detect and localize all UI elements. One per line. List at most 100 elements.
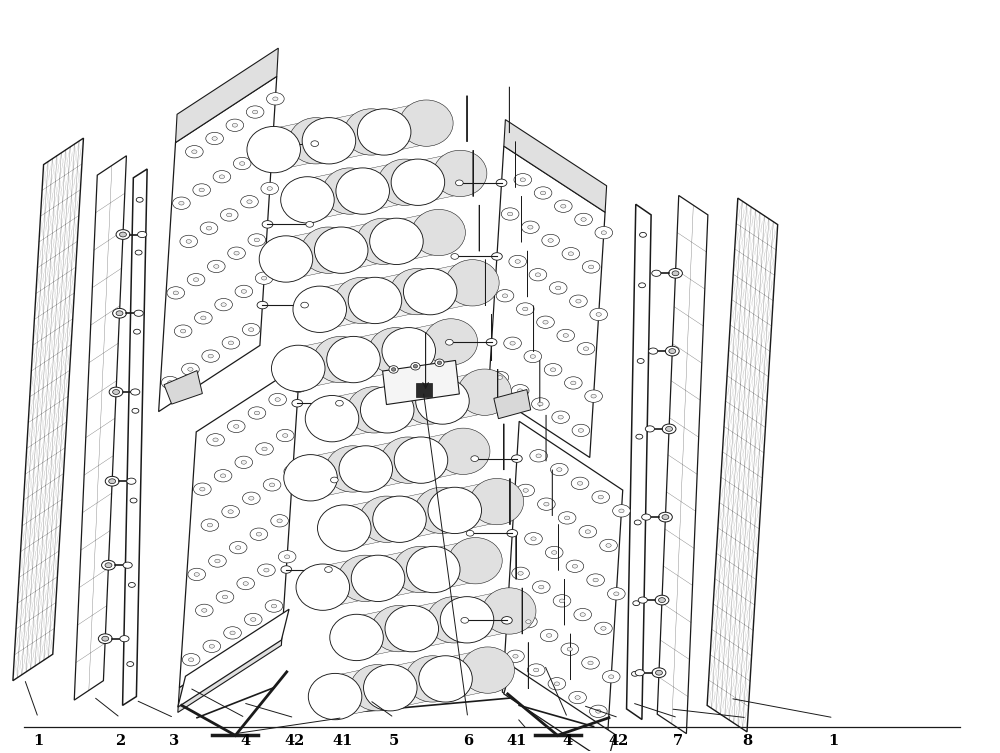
Ellipse shape (635, 669, 644, 675)
Ellipse shape (360, 496, 413, 542)
Ellipse shape (534, 668, 539, 672)
Ellipse shape (585, 530, 590, 534)
Ellipse shape (327, 337, 380, 383)
Ellipse shape (228, 510, 233, 514)
Ellipse shape (284, 555, 290, 559)
Ellipse shape (360, 387, 414, 433)
Polygon shape (409, 599, 456, 649)
Ellipse shape (601, 626, 606, 630)
Ellipse shape (461, 647, 514, 694)
Ellipse shape (619, 509, 624, 513)
Ellipse shape (206, 227, 212, 230)
Ellipse shape (254, 144, 271, 157)
Ellipse shape (161, 376, 179, 389)
Ellipse shape (199, 188, 204, 192)
Ellipse shape (532, 398, 549, 410)
Ellipse shape (572, 565, 578, 568)
Ellipse shape (227, 420, 245, 432)
Ellipse shape (336, 168, 389, 214)
Ellipse shape (390, 269, 444, 315)
Ellipse shape (642, 514, 651, 520)
Ellipse shape (391, 159, 445, 206)
Ellipse shape (600, 539, 617, 552)
Ellipse shape (305, 395, 359, 442)
Ellipse shape (482, 588, 536, 634)
Ellipse shape (435, 359, 444, 367)
Ellipse shape (220, 474, 226, 477)
Ellipse shape (228, 341, 234, 345)
Ellipse shape (267, 140, 278, 148)
Ellipse shape (127, 662, 134, 666)
Ellipse shape (207, 261, 225, 273)
Ellipse shape (511, 385, 529, 397)
Polygon shape (415, 153, 463, 203)
Ellipse shape (520, 615, 537, 628)
Ellipse shape (535, 273, 541, 276)
Ellipse shape (301, 302, 308, 308)
Ellipse shape (538, 498, 555, 511)
Polygon shape (178, 609, 289, 707)
Polygon shape (504, 666, 615, 753)
Ellipse shape (614, 592, 619, 596)
Ellipse shape (554, 682, 560, 686)
Ellipse shape (593, 578, 598, 582)
Ellipse shape (531, 537, 536, 541)
Polygon shape (376, 549, 423, 599)
Ellipse shape (331, 477, 338, 483)
Polygon shape (383, 361, 459, 404)
Ellipse shape (273, 97, 278, 101)
Ellipse shape (235, 456, 253, 468)
Ellipse shape (534, 187, 552, 199)
Polygon shape (385, 380, 432, 431)
Ellipse shape (552, 411, 569, 423)
Ellipse shape (206, 133, 223, 145)
Polygon shape (418, 431, 466, 480)
Ellipse shape (492, 253, 502, 261)
Ellipse shape (525, 532, 542, 545)
Ellipse shape (567, 648, 572, 651)
Ellipse shape (456, 180, 463, 186)
Ellipse shape (102, 636, 109, 641)
Ellipse shape (290, 470, 295, 474)
Ellipse shape (589, 705, 607, 718)
Polygon shape (382, 102, 429, 153)
Polygon shape (305, 170, 352, 221)
Ellipse shape (105, 562, 112, 568)
Ellipse shape (370, 218, 423, 264)
Ellipse shape (649, 348, 658, 354)
Ellipse shape (219, 175, 225, 178)
Ellipse shape (529, 269, 547, 281)
Ellipse shape (323, 168, 376, 214)
Ellipse shape (242, 324, 260, 336)
Ellipse shape (339, 446, 393, 492)
Ellipse shape (504, 337, 521, 349)
Ellipse shape (187, 273, 205, 286)
Ellipse shape (507, 212, 513, 216)
Ellipse shape (557, 329, 575, 342)
Polygon shape (271, 120, 318, 170)
Ellipse shape (278, 550, 296, 563)
Text: 7: 7 (673, 733, 683, 748)
Ellipse shape (486, 339, 497, 346)
Ellipse shape (293, 286, 346, 332)
Ellipse shape (173, 197, 190, 209)
Ellipse shape (254, 238, 259, 242)
Ellipse shape (283, 434, 288, 437)
Ellipse shape (314, 227, 368, 273)
Ellipse shape (98, 634, 112, 644)
Ellipse shape (669, 349, 676, 353)
Ellipse shape (569, 691, 586, 704)
Polygon shape (123, 169, 147, 706)
Ellipse shape (512, 455, 522, 462)
Ellipse shape (513, 654, 518, 658)
Text: 5: 5 (389, 733, 399, 748)
Ellipse shape (530, 355, 535, 358)
Ellipse shape (510, 341, 515, 345)
Polygon shape (342, 498, 389, 549)
Polygon shape (330, 389, 377, 439)
Ellipse shape (613, 505, 630, 517)
Text: 3: 3 (169, 733, 179, 748)
Ellipse shape (220, 209, 238, 221)
Ellipse shape (523, 307, 528, 311)
Ellipse shape (640, 233, 646, 237)
